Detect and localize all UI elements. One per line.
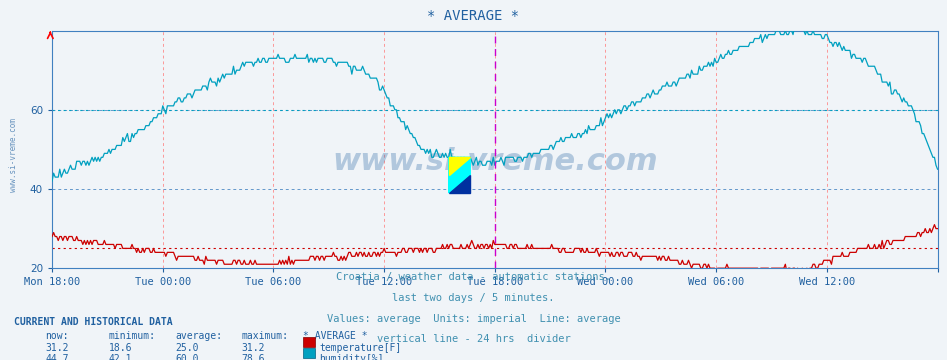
Polygon shape	[449, 157, 471, 193]
Polygon shape	[449, 175, 471, 193]
Text: maximum:: maximum:	[241, 331, 289, 341]
Polygon shape	[449, 157, 471, 175]
Text: www.si-vreme.com: www.si-vreme.com	[332, 147, 657, 176]
Text: humidity[%]: humidity[%]	[319, 354, 384, 360]
Text: vertical line - 24 hrs  divider: vertical line - 24 hrs divider	[377, 334, 570, 345]
Text: temperature[F]: temperature[F]	[319, 343, 402, 353]
Text: Croatia / weather data - automatic stations.: Croatia / weather data - automatic stati…	[336, 272, 611, 282]
Text: Values: average  Units: imperial  Line: average: Values: average Units: imperial Line: av…	[327, 314, 620, 324]
Text: 44.7: 44.7	[45, 354, 69, 360]
Text: minimum:: minimum:	[109, 331, 156, 341]
Text: * AVERAGE *: * AVERAGE *	[427, 9, 520, 23]
Text: 18.6: 18.6	[109, 343, 133, 353]
Text: 31.2: 31.2	[241, 343, 265, 353]
Text: average:: average:	[175, 331, 223, 341]
Text: www.si-vreme.com: www.si-vreme.com	[9, 118, 18, 192]
Text: CURRENT AND HISTORICAL DATA: CURRENT AND HISTORICAL DATA	[14, 317, 173, 327]
Text: 78.6: 78.6	[241, 354, 265, 360]
Text: now:: now:	[45, 331, 69, 341]
Text: last two days / 5 minutes.: last two days / 5 minutes.	[392, 293, 555, 303]
Text: 25.0: 25.0	[175, 343, 199, 353]
Text: 31.2: 31.2	[45, 343, 69, 353]
Text: 42.1: 42.1	[109, 354, 133, 360]
Text: * AVERAGE *: * AVERAGE *	[303, 331, 367, 341]
Text: 60.0: 60.0	[175, 354, 199, 360]
